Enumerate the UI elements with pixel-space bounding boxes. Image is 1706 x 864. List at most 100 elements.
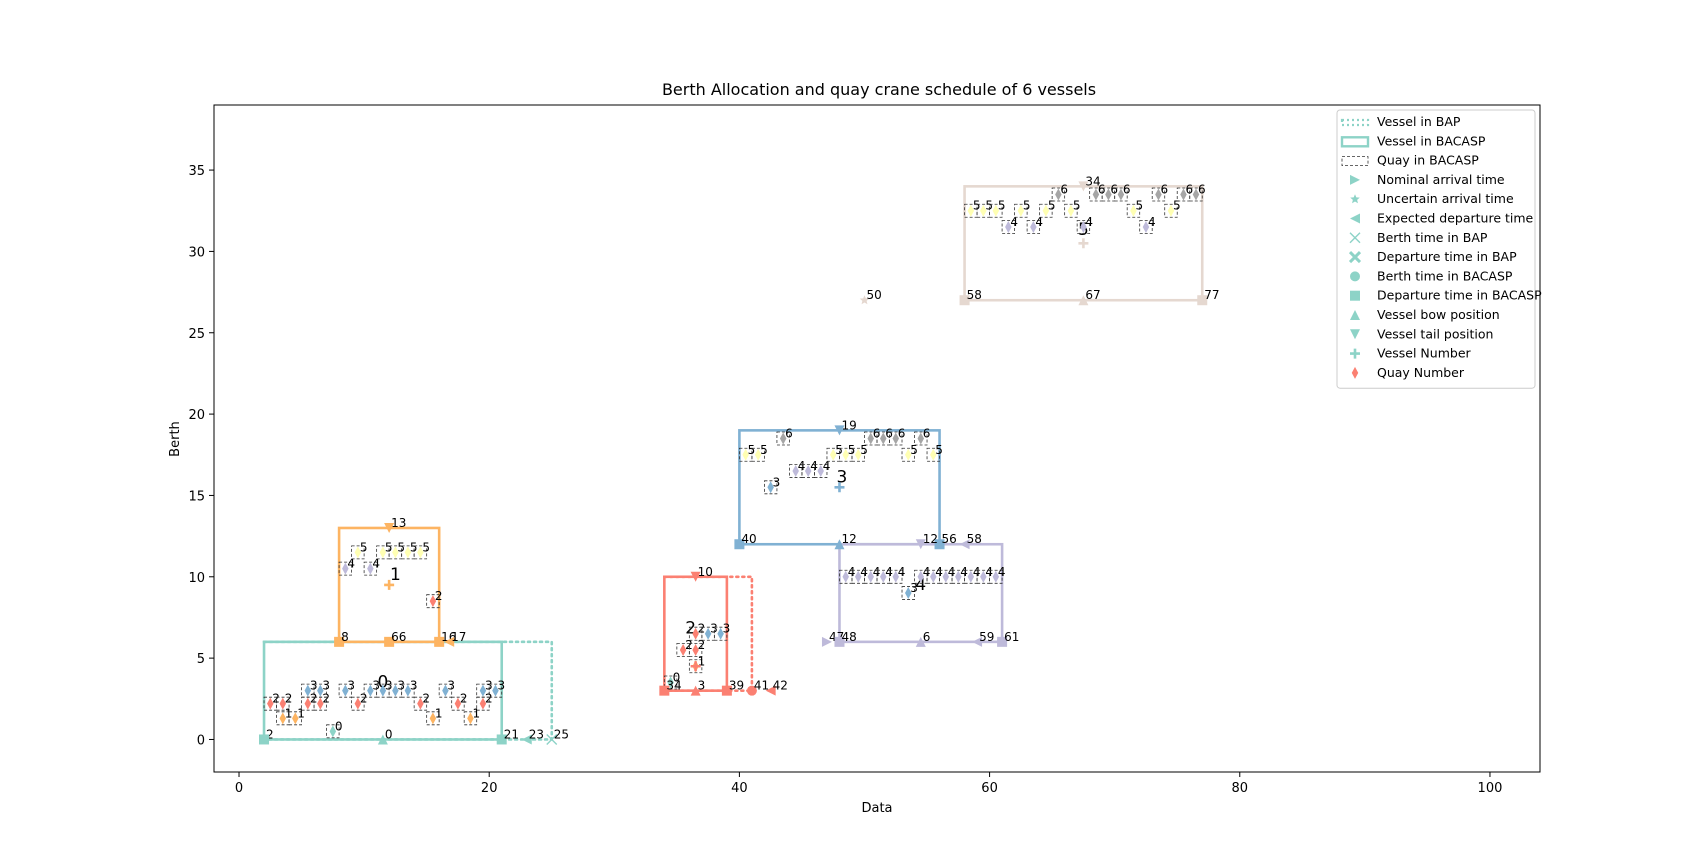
quay-crane-number: 3 [347, 679, 355, 693]
quay-crane-number: 4 [898, 565, 906, 579]
quay-crane-number: 3 [397, 679, 405, 693]
legend-symbol-triangle-left [1350, 213, 1360, 224]
quay-crane-marker [804, 465, 812, 478]
vessel-square-marker [334, 636, 345, 647]
quay-crane: 2 [313, 692, 330, 711]
quay-crane-box [426, 711, 440, 726]
legend-symbol-star [1350, 194, 1360, 204]
quay-crane-marker [880, 432, 887, 445]
quay-crane-number: 4 [973, 565, 981, 579]
quay-crane-marker [1030, 221, 1037, 234]
quay-crane-box [864, 431, 878, 446]
vessel-point-label: 6 [923, 630, 931, 644]
quay-crane: 4 [814, 459, 830, 478]
quay-crane-marker [980, 204, 987, 217]
quay-crane: 2 [688, 622, 705, 641]
quay-crane-number: 2 [322, 692, 330, 706]
vessel-number-label: 2 [685, 619, 696, 639]
legend-label: Uncertain arrival time [1377, 191, 1514, 206]
vessel-point-label: 17 [451, 630, 466, 644]
quay-crane-marker [417, 697, 424, 710]
legend-symbol-triangle-up [1350, 310, 1360, 320]
legend-frame [1336, 109, 1536, 389]
quay-crane-marker [417, 546, 424, 559]
quay-crane-marker [267, 697, 274, 710]
legend-label: Vessel Number [1377, 346, 1472, 361]
quay-crane: 5 [738, 443, 755, 462]
legend-entry: Vessel bow position [1350, 307, 1500, 322]
quay-crane: 1 [276, 706, 292, 726]
quay-crane: 2 [351, 692, 367, 711]
quay-crane-box [914, 569, 928, 584]
quay-crane-marker [930, 570, 937, 583]
quay-crane-box [914, 431, 928, 446]
quay-crane: 2 [276, 692, 292, 711]
x-tick-label: 20 [481, 781, 498, 796]
legend-label: Vessel in BACASP [1377, 133, 1486, 148]
quay-crane: 5 [376, 540, 393, 560]
quay-crane-box [688, 643, 703, 657]
quay-crane-number: 3 [710, 622, 718, 636]
quay-crane: 5 [1126, 199, 1143, 218]
quay-crane-number: 5 [848, 443, 856, 457]
legend-label: Departure time in BAP [1377, 249, 1517, 264]
vessel-square-marker [434, 636, 445, 647]
quay-crane-box [976, 203, 990, 218]
quay-crane-marker [692, 643, 699, 656]
quay-crane-box [814, 464, 828, 478]
quay-crane-marker [779, 432, 787, 445]
legend: Vessel in BAP Vessel in BACASP Quay in BAC… [1336, 109, 1542, 389]
quay-crane-box [338, 683, 353, 698]
quay-crane-number: 1 [297, 706, 305, 720]
quay-crane-number: 6 [923, 427, 931, 441]
quay-crane: 1 [463, 706, 480, 726]
legend-entry: Nominal arrival time [1350, 172, 1505, 187]
quay-crane-box [413, 696, 428, 711]
quay-crane-marker [467, 712, 474, 725]
x-tick-label: 0 [235, 781, 243, 796]
quay-crane-number: 6 [1060, 182, 1068, 196]
legend-symbol-rect [1340, 136, 1370, 148]
quay-crane-marker [880, 570, 887, 583]
quay-crane-number: 2 [272, 692, 280, 706]
quay-crane-box [426, 594, 440, 609]
quay-crane-number: 3 [372, 679, 380, 693]
quay-crane: 4 [338, 557, 355, 576]
quay-crane-marker [367, 684, 374, 697]
quay-crane: 5 [964, 199, 980, 218]
x-axis-label: Data [861, 801, 892, 816]
quay-crane-number: 6 [885, 427, 893, 441]
quay-crane: 6 [889, 427, 906, 446]
vessel-triangle-up-marker [690, 685, 701, 696]
quay-crane: 2 [676, 638, 693, 657]
quay-crane-marker [1130, 204, 1137, 217]
vessel-point-label: 34 [666, 679, 681, 693]
quay-crane-number: 5 [935, 443, 943, 457]
quay-crane-marker [1167, 204, 1175, 217]
quay-crane: 6 [864, 427, 880, 446]
quay-crane-box [688, 659, 703, 674]
vessel-point-label: 58 [967, 288, 982, 302]
quay-crane: 4 [839, 565, 855, 584]
vessel-square-marker [734, 539, 745, 550]
vessel-triangle-down-marker [1078, 181, 1089, 192]
quay-crane: 4 [851, 565, 868, 584]
quay-crane-marker [942, 570, 950, 583]
quay-crane-box [401, 683, 415, 698]
quay-crane-number: 6 [898, 427, 906, 441]
quay-crane-box [288, 711, 302, 726]
quay-crane-marker [304, 684, 312, 697]
vessel-point-label: 58 [967, 532, 982, 546]
quay-crane-marker [1042, 204, 1050, 217]
quay-crane-number: 6 [1110, 182, 1118, 196]
quay-crane-marker [1155, 188, 1162, 201]
quay-crane: 5 [1064, 199, 1081, 218]
quay-crane-number: 5 [985, 199, 993, 213]
quay-crane-number: 4 [935, 565, 943, 579]
legend-symbol-x-bold [1348, 251, 1362, 264]
quay-crane: 3 [476, 679, 493, 698]
quay-crane: 3 [363, 679, 380, 698]
x-tick-label: 100 [1478, 781, 1503, 796]
quay-crane-number: 5 [1135, 199, 1143, 213]
vessel-plus-marker [834, 482, 845, 493]
